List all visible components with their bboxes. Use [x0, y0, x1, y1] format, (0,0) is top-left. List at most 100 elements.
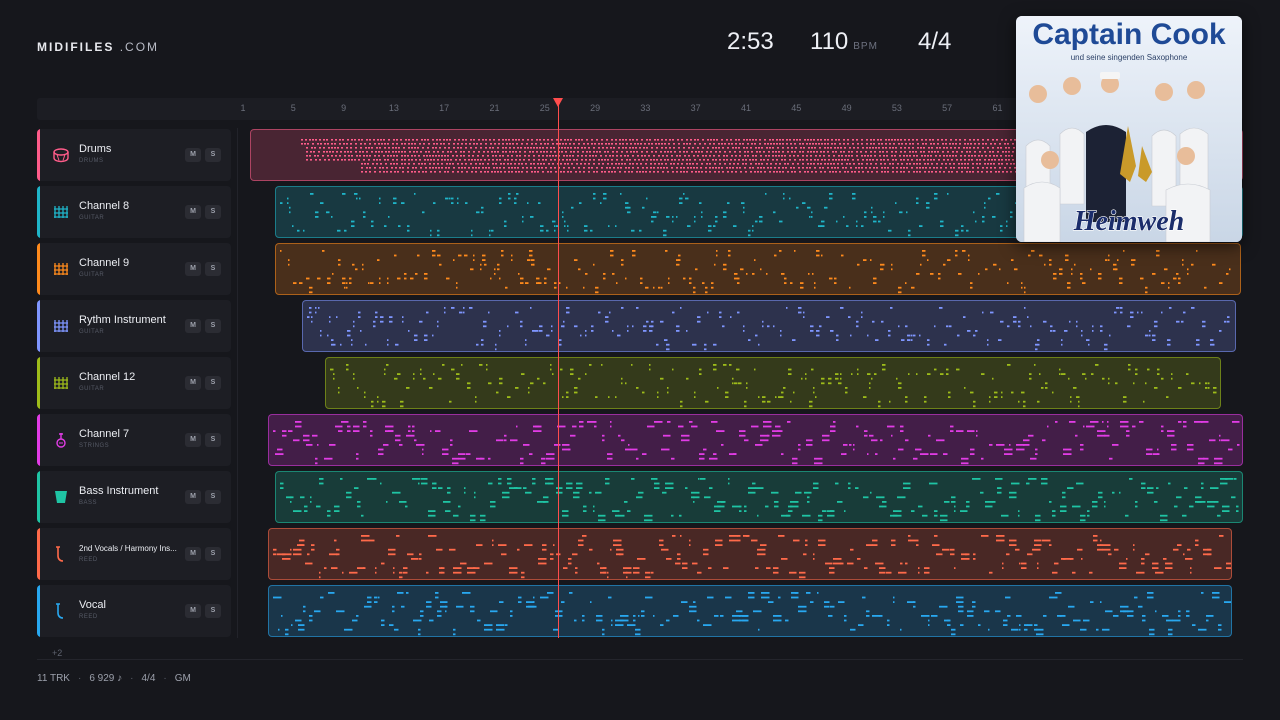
playhead[interactable] [558, 104, 559, 638]
track-header[interactable]: Channel 7 STRINGS M S [37, 414, 231, 466]
track-name: Channel 12 [79, 371, 136, 383]
mute-button[interactable]: M [185, 433, 201, 447]
track-category: BASS [79, 500, 98, 506]
timeline-area[interactable] [237, 128, 1243, 638]
solo-button[interactable]: S [205, 547, 221, 561]
ruler-tick: 49 [841, 103, 852, 113]
mute-button[interactable]: M [185, 262, 201, 276]
guitar-icon [52, 203, 70, 221]
track-color-bar [37, 585, 40, 637]
track-category: GUITAR [79, 329, 105, 335]
track-lane[interactable] [325, 357, 1221, 409]
track-header[interactable]: Bass Instrument BASS M S [37, 471, 231, 523]
track-header[interactable]: Channel 8 GUITAR M S [37, 186, 231, 238]
track-category: REED [79, 557, 98, 563]
mute-button[interactable]: M [185, 148, 201, 162]
track-header[interactable]: Channel 12 GUITAR M S [37, 357, 231, 409]
track-category: STRINGS [79, 443, 110, 449]
solo-button[interactable]: S [205, 319, 221, 333]
track-lane[interactable] [275, 471, 1243, 523]
footer-summary: 11 TRK · 6 929 ♪ · 4/4 · GM [37, 673, 191, 684]
violin-icon [52, 431, 70, 449]
track-notes [273, 421, 1240, 465]
ruler-tick: 37 [690, 103, 701, 113]
ruler-tick: 5 [290, 103, 296, 113]
track-name: Vocal [79, 599, 106, 611]
tempo-display: 110 BPM [810, 28, 878, 55]
footer-track-count: 11 TRK [37, 673, 70, 684]
track-category: GUITAR [79, 386, 105, 392]
track-header[interactable]: Vocal REED M S [37, 585, 231, 637]
footer-divider [37, 659, 1243, 660]
track-header[interactable]: 2nd Vocals / Harmony Ins... REED M S [37, 528, 231, 580]
track-color-bar [37, 357, 40, 409]
track-color-bar [37, 186, 40, 238]
footer-note-count: 6 929 ♪ [89, 673, 123, 684]
track-lane[interactable] [302, 300, 1236, 352]
ruler-tick: 25 [539, 103, 550, 113]
playhead-handle[interactable] [553, 98, 563, 107]
ruler-tick: 53 [891, 103, 902, 113]
more-tracks-indicator[interactable]: +2 [52, 648, 63, 658]
track-color-bar [37, 528, 40, 580]
track-category: GUITAR [79, 215, 105, 221]
track-header[interactable]: Drums DRUMS M S [37, 129, 231, 181]
track-name: Channel 9 [79, 257, 130, 269]
ruler-tick: 45 [791, 103, 802, 113]
solo-button[interactable]: S [205, 604, 221, 618]
guitar-icon [52, 374, 70, 392]
ruler-tick: 9 [341, 103, 347, 113]
ruler-tick: 57 [942, 103, 953, 113]
track-name: Channel 7 [79, 428, 130, 440]
track-notes [273, 592, 1231, 636]
solo-button[interactable]: S [205, 148, 221, 162]
track-name: Bass Instrument [79, 485, 159, 497]
ruler-tick: 1 [240, 103, 246, 113]
track-notes [330, 364, 1217, 408]
mute-button[interactable]: M [185, 205, 201, 219]
saxophone-icon [52, 545, 70, 563]
ruler-tick: 41 [740, 103, 752, 113]
track-name: Rythm Instrument [79, 314, 166, 326]
track-name: Drums [79, 143, 112, 155]
track-header[interactable]: Channel 9 GUITAR M S [37, 243, 231, 295]
track-notes [280, 478, 1239, 522]
guitar-icon [52, 260, 70, 278]
track-lane[interactable] [275, 243, 1241, 295]
ruler-tick: 21 [489, 103, 500, 113]
footer-meter: 4/4 [141, 673, 156, 684]
track-name: 2nd Vocals / Harmony Ins... [79, 544, 177, 553]
drum-icon [52, 146, 70, 164]
mute-button[interactable]: M [185, 547, 201, 561]
cover-subtitle: und seine singenden Saxophone [1071, 53, 1188, 62]
track-category: DRUMS [79, 158, 104, 164]
ruler-tick: 33 [640, 103, 651, 113]
guitar-icon [52, 317, 70, 335]
solo-button[interactable]: S [205, 205, 221, 219]
cover-album-title: Heimweh [1073, 206, 1184, 237]
ruler-tick: 61 [992, 103, 1003, 113]
mute-button[interactable]: M [185, 604, 201, 618]
track-lane[interactable] [268, 528, 1232, 580]
time-display: 2:53 [727, 28, 774, 55]
ruler-tick: 13 [388, 103, 399, 113]
cover-title: Captain Cook [1032, 18, 1226, 51]
mute-button[interactable]: M [185, 376, 201, 390]
footer-standard: GM [174, 673, 191, 684]
track-color-bar [37, 129, 40, 181]
time-signature-display: 4/4 [918, 28, 952, 55]
brand-logo: MIDIFILES .COM [37, 40, 160, 54]
solo-button[interactable]: S [205, 376, 221, 390]
solo-button[interactable]: S [205, 433, 221, 447]
track-name: Channel 8 [79, 200, 130, 212]
bar-ruler[interactable]: 1 5 9 13 17 21 25 29 33 37 41 45 49 53 57 61 [37, 98, 1243, 120]
album-cover: Captain Cook und seine singenden Saxopho… [1016, 16, 1242, 242]
solo-button[interactable]: S [205, 490, 221, 504]
track-lane[interactable] [268, 414, 1243, 466]
mute-button[interactable]: M [185, 319, 201, 333]
solo-button[interactable]: S [205, 262, 221, 276]
track-header[interactable]: Rythm Instrument GUITAR M S [37, 300, 231, 352]
ruler-tick: 17 [439, 103, 450, 113]
track-lane[interactable] [268, 585, 1232, 637]
mute-button[interactable]: M [185, 490, 201, 504]
